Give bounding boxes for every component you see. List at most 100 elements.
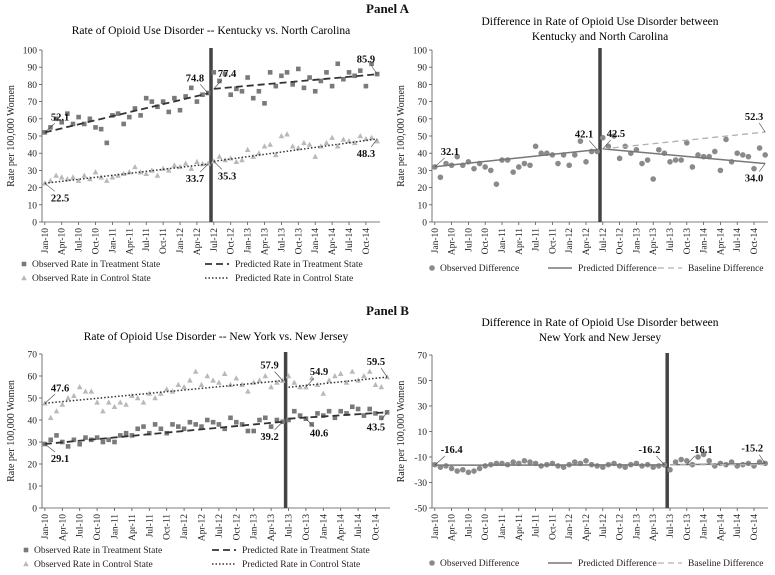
legend-label: Baseline Difference <box>688 263 764 274</box>
data-point <box>301 85 307 91</box>
data-point <box>170 422 175 427</box>
x-tick-label: Jan-10 <box>41 514 51 540</box>
y-tick-label: 50 <box>28 395 38 405</box>
data-point <box>199 424 204 429</box>
data-point <box>234 86 239 92</box>
y-tick-label: 60 <box>418 115 428 125</box>
data-point <box>194 99 200 104</box>
data-point <box>127 114 132 120</box>
value-annotations: 47.6 29.1 57.9 39.2 54.9 40.6 59.5 43.5 <box>44 357 388 465</box>
data-point <box>267 141 273 147</box>
data-point <box>616 463 623 469</box>
x-tick-label: Apr-11 <box>515 228 525 255</box>
series-baseline-difference <box>602 131 766 150</box>
annotation-leader <box>44 183 56 192</box>
data-point <box>129 392 135 398</box>
data-point <box>132 106 138 111</box>
annotation-leader <box>370 65 378 75</box>
x-tick-label: Oct-14 <box>372 514 382 541</box>
legend-label: Predicted Difference <box>578 558 657 569</box>
data-point <box>48 437 53 443</box>
data-point <box>193 422 198 427</box>
annotation-leader <box>305 378 315 388</box>
value-annotation: 32.1 <box>441 147 459 158</box>
data-point <box>373 411 378 416</box>
data-point <box>251 428 256 434</box>
data-point <box>187 377 193 383</box>
data-point <box>210 419 216 425</box>
x-tick-label: Jan-13 <box>632 514 642 540</box>
series-predicted-difference <box>434 148 766 168</box>
data-point <box>138 113 143 118</box>
data-point <box>228 92 234 98</box>
data-point <box>361 373 367 379</box>
data-point <box>341 76 346 82</box>
x-tick-label: Apr-14 <box>716 514 726 541</box>
data-point <box>656 146 662 153</box>
y-tick-label: 50 <box>28 133 38 143</box>
y-tick-label: 40 <box>28 417 38 427</box>
data-point <box>188 85 194 91</box>
data-point <box>123 430 129 436</box>
data-point <box>672 459 679 465</box>
y-tick-label: 70 <box>418 352 428 362</box>
x-tick-label: Jul-14 <box>733 514 743 538</box>
data-point <box>175 381 182 387</box>
value-annotation: -16.1 <box>691 445 713 456</box>
data-point <box>216 422 222 427</box>
x-tick-label: Jul-10 <box>464 514 474 538</box>
x-tick-label: Oct-14 <box>750 228 760 255</box>
y-tick-label: 90 <box>418 64 428 74</box>
data-point <box>216 153 223 159</box>
legend-symbol <box>429 265 435 271</box>
trend-line-pre <box>44 379 283 405</box>
x-tick-label: Oct-13 <box>683 228 693 255</box>
value-annotation: 48.3 <box>357 149 375 160</box>
annotation-leader <box>380 412 388 421</box>
data-point <box>87 176 93 182</box>
series-predicted-rate-in-control-state <box>44 376 388 405</box>
data-point <box>245 388 251 394</box>
data-point <box>222 426 227 432</box>
data-point <box>482 164 489 170</box>
data-point <box>516 164 522 170</box>
value-annotation: 42.1 <box>575 130 593 141</box>
y-tick-label: 80 <box>28 81 38 91</box>
data-point <box>361 413 367 418</box>
x-tick-label: Apr-13 <box>649 514 659 541</box>
y-tick-label: 10 <box>418 428 428 438</box>
series-predicted-rate-in-treatment-state <box>44 411 388 445</box>
y-tick-label: 30 <box>418 167 428 177</box>
data-point <box>332 415 338 421</box>
x-tick-label: Jul-12 <box>210 228 220 252</box>
data-point <box>460 466 466 473</box>
x-tick-label: Oct-11 <box>163 514 173 540</box>
x-tick-label: Apr-13 <box>267 514 277 541</box>
legend-symbol <box>429 560 435 566</box>
data-point <box>70 174 76 180</box>
data-point <box>204 373 211 379</box>
data-point <box>149 99 155 104</box>
data-point <box>678 456 684 463</box>
panel-a-title: Panel A <box>366 1 409 16</box>
data-point <box>100 408 106 414</box>
x-tick-label: Jan-12 <box>565 228 575 254</box>
data-point <box>717 167 724 174</box>
data-point <box>233 158 240 164</box>
legend-symbol <box>21 261 27 267</box>
y-tick-label: 30 <box>28 439 38 449</box>
trend-line-post <box>602 131 766 150</box>
x-tick-label: Apr-10 <box>448 228 458 255</box>
x-tick-label: Apr-10 <box>448 514 458 541</box>
data-point <box>256 150 262 156</box>
data-point <box>437 174 444 181</box>
data-point <box>284 131 290 137</box>
trend-line-pre <box>44 92 209 134</box>
data-point <box>560 464 567 471</box>
chart-a-right: Difference in Rate of Opioid Use Disorde… <box>396 16 768 274</box>
data-point <box>527 459 533 465</box>
data-point <box>566 162 572 169</box>
data-point <box>117 399 124 405</box>
data-point <box>222 71 228 77</box>
